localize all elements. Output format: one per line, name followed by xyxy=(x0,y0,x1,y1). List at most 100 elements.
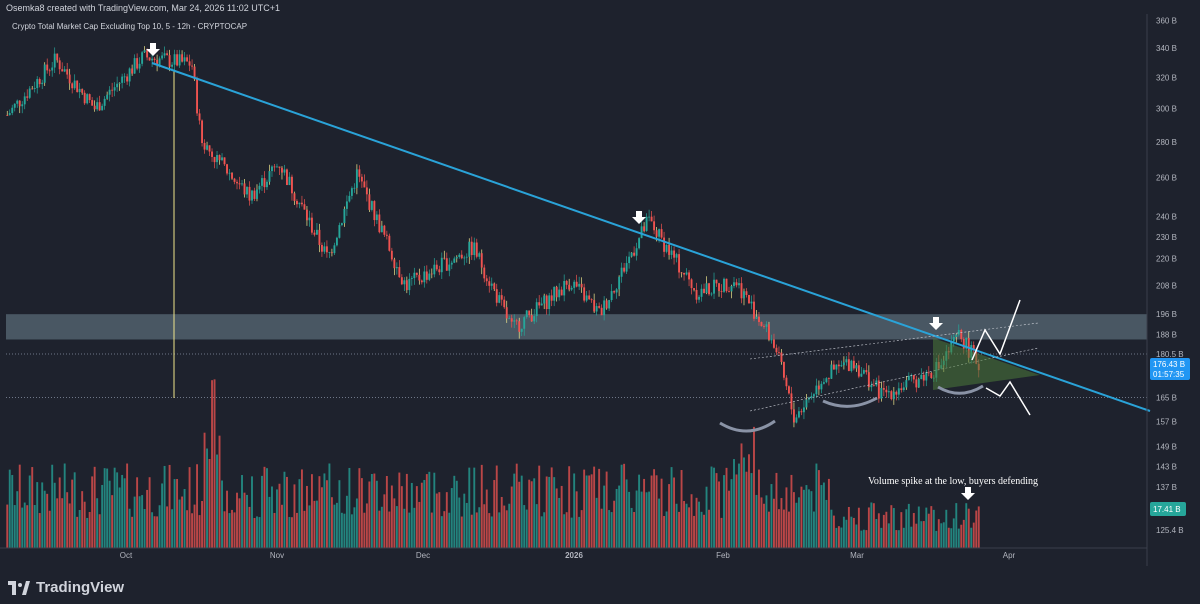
candle-body-347 xyxy=(872,384,875,386)
candle-body-356 xyxy=(895,391,898,395)
volume-bar-30 xyxy=(81,491,84,548)
candle-body-179 xyxy=(453,258,456,263)
candle-body-105 xyxy=(268,171,271,182)
candle-body-342 xyxy=(860,373,863,377)
candle-body-156 xyxy=(395,267,398,269)
volume-bar-112 xyxy=(286,476,288,548)
candle-body-49 xyxy=(128,68,131,82)
volume-bar-52 xyxy=(136,477,139,548)
volume-bar-177 xyxy=(448,512,451,548)
price-tick-label: 208 B xyxy=(1156,281,1177,290)
volume-bar-160 xyxy=(405,473,408,548)
candle-body-23 xyxy=(63,69,66,72)
candle-body-273 xyxy=(688,272,690,280)
candle-body-163 xyxy=(413,272,416,279)
candle-body-125 xyxy=(318,229,321,245)
volume-bar-197 xyxy=(498,512,501,548)
candle-body-110 xyxy=(281,167,283,173)
volume-bar-329 xyxy=(827,478,830,548)
volume-bar-75 xyxy=(193,504,196,548)
candle-body-128 xyxy=(325,246,328,253)
price-axis[interactable]: 360 B 340 B 320 B 300 B 280 B 260 B 240 B 230 B… xyxy=(1150,16,1190,535)
candle-body-322 xyxy=(810,396,813,398)
candle-body-307 xyxy=(773,339,775,348)
candle-body-262 xyxy=(660,229,663,238)
volume-bar-50 xyxy=(131,516,134,548)
candle-body-0 xyxy=(6,114,9,116)
candle-body-76 xyxy=(196,79,199,114)
candle-body-150 xyxy=(380,225,383,233)
volume-bar-54 xyxy=(141,495,144,548)
candle-body-57 xyxy=(148,57,151,61)
price-tick-label: 137 B xyxy=(1156,483,1177,492)
volume-bar-80 xyxy=(206,448,208,548)
volume-bar-70 xyxy=(181,496,184,548)
candle-body-39 xyxy=(103,98,106,106)
volume-bar-63 xyxy=(163,465,166,548)
candle-body-244 xyxy=(615,289,618,293)
volume-bar-25 xyxy=(68,503,71,548)
time-axis[interactable]: Oct Nov Dec 2026 Feb Mar Apr xyxy=(120,551,1016,560)
volume-bar-125 xyxy=(318,476,321,548)
volume-bar-319 xyxy=(802,489,805,548)
volume-bar-269 xyxy=(678,511,681,548)
candle-body-265 xyxy=(668,244,671,255)
volume-bar-372 xyxy=(935,530,938,548)
price-tick-label: 143 B xyxy=(1156,463,1177,472)
drawings[interactable] xyxy=(146,43,1151,500)
volume-bar-136 xyxy=(345,495,348,548)
tradingview-brand: TradingView xyxy=(36,579,125,596)
support-zone xyxy=(6,314,1147,340)
volume-bar-185 xyxy=(468,467,471,548)
volume-bar-273 xyxy=(688,507,690,548)
candle-body-335 xyxy=(842,362,845,366)
candle-body-192 xyxy=(485,278,488,282)
volume-bar-20 xyxy=(56,498,59,548)
volume-bar-164 xyxy=(415,486,418,548)
volume-bar-244 xyxy=(615,488,618,548)
volume-bar-342 xyxy=(860,530,863,548)
volume-bar-128 xyxy=(325,480,328,548)
volume-bar-150 xyxy=(380,506,383,548)
candle-body-18 xyxy=(51,67,54,71)
volume-bar-345 xyxy=(867,507,870,548)
volume-bar-194 xyxy=(490,516,493,548)
volume-bar-333 xyxy=(837,526,840,548)
volume-bar-306 xyxy=(770,484,773,548)
candle-body-263 xyxy=(663,237,666,252)
volume-bar-118 xyxy=(300,469,303,548)
volume-bar-19 xyxy=(53,482,56,548)
volume-bar-17 xyxy=(48,510,51,548)
price-tick-label: 230 B xyxy=(1156,233,1177,242)
candle-body-100 xyxy=(256,189,258,199)
volume-bar-282 xyxy=(710,466,713,548)
candle-body-280 xyxy=(705,283,708,293)
volume-bar-219 xyxy=(553,477,556,548)
volume-bar-190 xyxy=(480,464,483,548)
candle-body-185 xyxy=(468,241,471,257)
candle-body-65 xyxy=(168,55,171,67)
candle-body-82 xyxy=(211,151,213,157)
candle-body-333 xyxy=(837,364,840,367)
volume-bar-266 xyxy=(670,467,673,548)
candle-body-199 xyxy=(503,299,506,308)
candle-body-214 xyxy=(540,303,543,306)
volume-bar-384 xyxy=(965,503,968,548)
volume-bar-109 xyxy=(278,483,281,548)
candle-body-344 xyxy=(865,370,868,373)
volume-bar-72 xyxy=(186,510,189,548)
candle-body-159 xyxy=(403,280,406,285)
candle-body-285 xyxy=(718,283,720,292)
candle-body-21 xyxy=(58,60,61,70)
symbol-title: Crypto Total Market Cap Excluding Top 10… xyxy=(12,22,247,31)
candle-body-144 xyxy=(365,187,368,195)
volume-bar-340 xyxy=(855,524,858,548)
candle-body-354 xyxy=(890,391,893,400)
candle-body-193 xyxy=(488,281,491,286)
volume-bar-191 xyxy=(483,504,486,548)
candle-body-308 xyxy=(775,347,778,353)
candle-body-25 xyxy=(68,74,71,84)
volume-bar-235 xyxy=(593,466,596,548)
volume-bar-105 xyxy=(268,496,271,548)
